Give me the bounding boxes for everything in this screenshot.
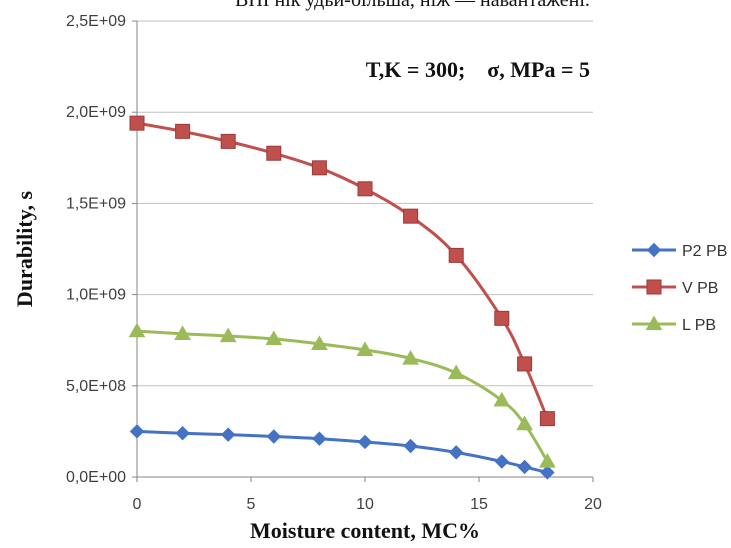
series-v-pb [129, 115, 555, 427]
y-tick-label: 1,0E+09 [66, 287, 126, 304]
legend-label: V PB [682, 280, 718, 297]
y-tick-labels: 0,0E+00 5,0E+08 1,0E+09 1,5E+09 2,0E+09 2,5E+… [66, 13, 126, 486]
data-point [403, 208, 419, 224]
x-axis-title: Moisture content, MC% [250, 518, 480, 543]
data-point [312, 431, 327, 446]
axes [136, 21, 593, 478]
data-point [174, 325, 191, 340]
series-l-pb [128, 322, 556, 468]
legend-marker [646, 242, 662, 258]
x-tick-labels: 0 5 10 15 20 [133, 496, 602, 513]
x-tick-label: 0 [133, 496, 142, 513]
legend-item: V PB [632, 279, 718, 297]
legend-marker [646, 279, 662, 295]
data-point [265, 330, 283, 346]
data-point [448, 445, 464, 460]
data-point [539, 452, 556, 468]
data-point [540, 465, 555, 480]
x-tick-label: 10 [356, 496, 374, 513]
data-point [447, 364, 465, 380]
legend-label: P2 PB [682, 243, 727, 260]
x-tick-label: 15 [470, 496, 488, 513]
series-line [136, 329, 549, 463]
data-point [129, 115, 145, 131]
legend-item: L PB [632, 315, 716, 334]
y-tick-label: 1,5E+09 [66, 195, 126, 212]
data-point [129, 424, 145, 439]
data-point [517, 356, 533, 372]
data-point [311, 160, 327, 176]
data-point [175, 426, 190, 441]
data-point [516, 415, 533, 431]
data-point [266, 429, 282, 444]
data-point [175, 123, 191, 139]
data-point [220, 133, 236, 149]
series-layer [128, 115, 556, 480]
data-point [128, 322, 146, 338]
data-point [402, 349, 419, 365]
data-point [539, 411, 555, 427]
series-line [136, 429, 548, 474]
series-p2-pb [129, 424, 555, 480]
data-point [220, 427, 236, 442]
gridlines [132, 20, 594, 482]
data-point [357, 434, 373, 450]
legend-item: P2 PB [632, 242, 727, 260]
data-point [356, 341, 374, 356]
data-point [494, 310, 510, 326]
y-tick-label: 0,0E+00 [66, 469, 126, 486]
legend-label: L PB [682, 317, 716, 334]
data-point [311, 335, 328, 350]
x-tick-label: 5 [247, 496, 256, 513]
data-point [494, 454, 510, 469]
header-text: ВНІ нік удьи-більша, ніж — навантажені. [235, 0, 590, 11]
data-point [357, 181, 373, 197]
data-point [266, 145, 282, 161]
legend: P2 PB V PB L PB [632, 242, 727, 334]
data-point [448, 247, 464, 263]
data-point [219, 327, 237, 343]
data-point [403, 438, 418, 454]
x-tick-label: 20 [584, 496, 602, 513]
series-line [136, 121, 549, 420]
data-point [493, 391, 511, 407]
data-point [517, 459, 532, 475]
condition-annotation: T,K = 300; σ, MPa = 5 [366, 57, 590, 82]
y-tick-label: 2,0E+09 [66, 104, 126, 121]
legend-marker [645, 315, 663, 331]
y-tick-label: 5,0E+08 [66, 378, 126, 395]
y-tick-label: 2,5E+09 [66, 13, 126, 30]
y-axis-title: Durability, s [12, 190, 37, 307]
